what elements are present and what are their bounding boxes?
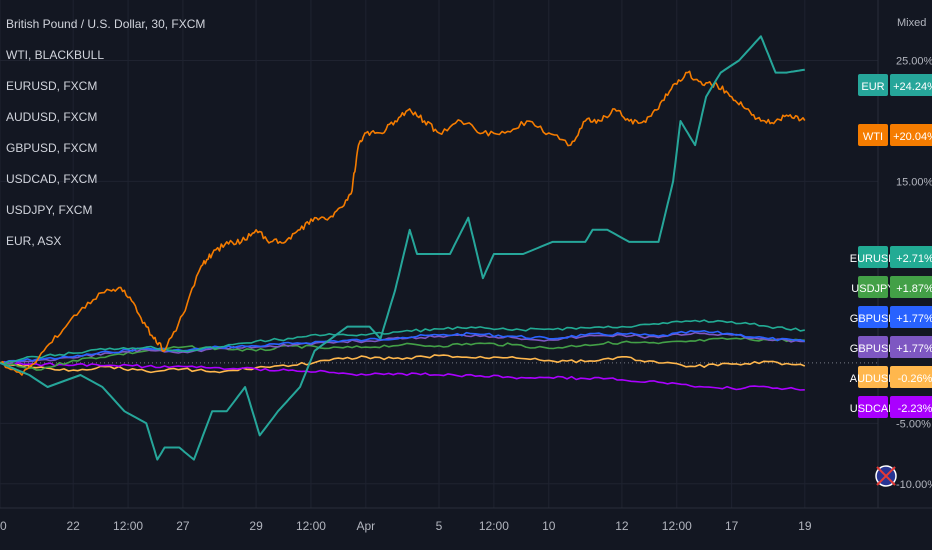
- series-badge-name: USDCAD: [850, 403, 897, 415]
- legend-row[interactable]: GBPUSD, FXCM: [6, 141, 98, 155]
- legend-row[interactable]: AUDUSD, FXCM: [6, 110, 98, 124]
- scale-mode-label[interactable]: Mixed: [897, 17, 927, 29]
- x-tick-label: 29: [249, 519, 263, 533]
- series-badge-value: +1.77%: [896, 313, 932, 325]
- legend-row[interactable]: British Pound / U.S. Dollar, 30, FXCM: [6, 17, 206, 31]
- series-badge-name-box: [858, 366, 888, 388]
- y-tick-label: 15.00%: [896, 176, 932, 188]
- legend-row[interactable]: EUR, ASX: [6, 234, 62, 248]
- series-badge-value: +1.87%: [896, 283, 932, 295]
- series-badge: GBPUSD +1.77%: [850, 336, 932, 358]
- x-tick-label: 12:00: [662, 519, 692, 533]
- x-tick-label: 27: [176, 519, 190, 533]
- series-badge-value-box: [890, 124, 932, 146]
- legend-row[interactable]: USDJPY, FXCM: [6, 203, 93, 217]
- series-badge-name-box: [858, 124, 888, 146]
- x-tick-label: 22: [66, 519, 80, 533]
- series-badge-value: +20.04%: [893, 131, 932, 143]
- y-tick-label: 25.00%: [896, 55, 932, 67]
- series-badge: USDJPY +1.87%: [851, 276, 932, 298]
- series-line-eur: [0, 35, 805, 461]
- series-line-usdcad: [0, 360, 805, 391]
- series-badge: AUDUSD -0.26%: [850, 366, 932, 388]
- series-legend: British Pound / U.S. Dollar, 30, FXCM WT…: [6, 17, 205, 264]
- series-badge-name-box: [858, 306, 888, 328]
- last-value-badges: EUR+24.24%WTI+20.04%EURUSD+2.71%USDJPY+1…: [850, 74, 932, 418]
- series-badge-value-box: [890, 276, 932, 298]
- legend-row[interactable]: WTI, BLACKBULL: [6, 48, 105, 62]
- series-badge-name-box: [858, 336, 888, 358]
- x-tick-label: 12:00: [113, 519, 143, 533]
- x-tick-label: 19: [798, 519, 812, 533]
- series-line-wti: [0, 70, 806, 376]
- x-tick-label: 12:00: [479, 519, 509, 533]
- series-line-gbpusd: [0, 330, 806, 364]
- series-badge-name: EURUSD: [850, 253, 897, 265]
- x-tick-label: 12:00: [296, 519, 326, 533]
- series-badge-name-box: [858, 74, 888, 96]
- series-badge: GBPUSD +1.77%: [850, 306, 932, 328]
- series-badge-value-box: [890, 74, 932, 96]
- currency-flag-icon: [875, 465, 897, 487]
- x-tick-label: Apr: [356, 519, 375, 533]
- legend-row[interactable]: EURUSD, FXCM: [6, 79, 98, 93]
- y-tick-label: -5.00%: [896, 418, 931, 430]
- series-badge-value: +2.71%: [896, 253, 932, 265]
- flag-stripe: [876, 466, 896, 486]
- x-tick-label: 10: [542, 519, 556, 533]
- series-badge: EURUSD +2.71%: [850, 246, 932, 268]
- series-badge-value-box: [890, 246, 932, 268]
- series-badge-name: GBPUSD: [850, 343, 897, 355]
- series-badge-value-box: [890, 366, 932, 388]
- series-badge-name: WTI: [863, 131, 883, 143]
- series-badge-name: AUDUSD: [850, 373, 897, 385]
- series-badge-value: -0.26%: [898, 373, 932, 385]
- y-tick-label: -10.00%: [896, 479, 932, 491]
- series-line-usdjpy: [0, 337, 805, 371]
- series-badge-name: USDJPY: [851, 283, 895, 295]
- legend-row[interactable]: USDCAD, FXCM: [6, 172, 98, 186]
- x-tick-label: 20: [0, 519, 7, 533]
- series-badge: WTI +20.04%: [858, 124, 932, 146]
- x-tick-label: 17: [725, 519, 739, 533]
- series-badge-name-box: [858, 276, 888, 298]
- series-badge: USDCAD -2.23%: [850, 396, 932, 418]
- series-badge-name-box: [858, 246, 888, 268]
- series-badge-name: GBPUSD: [850, 313, 897, 325]
- x-tick-label: 12: [615, 519, 629, 533]
- series-badge-value: +1.77%: [896, 343, 932, 355]
- series-badge-name: EUR: [861, 81, 884, 93]
- series-badge-value: +24.24%: [893, 81, 932, 93]
- series-badge-value-box: [890, 336, 932, 358]
- series-badge-name-box: [858, 396, 888, 418]
- series-line-eurusd: [0, 319, 805, 365]
- series-badge-value: -2.23%: [898, 403, 932, 415]
- x-tick-label: 5: [436, 519, 443, 533]
- series-badge: EUR +24.24%: [858, 74, 932, 96]
- series-badge-value-box: [890, 306, 932, 328]
- series-badge-value-box: [890, 396, 932, 418]
- series-line-audusd: [0, 354, 806, 374]
